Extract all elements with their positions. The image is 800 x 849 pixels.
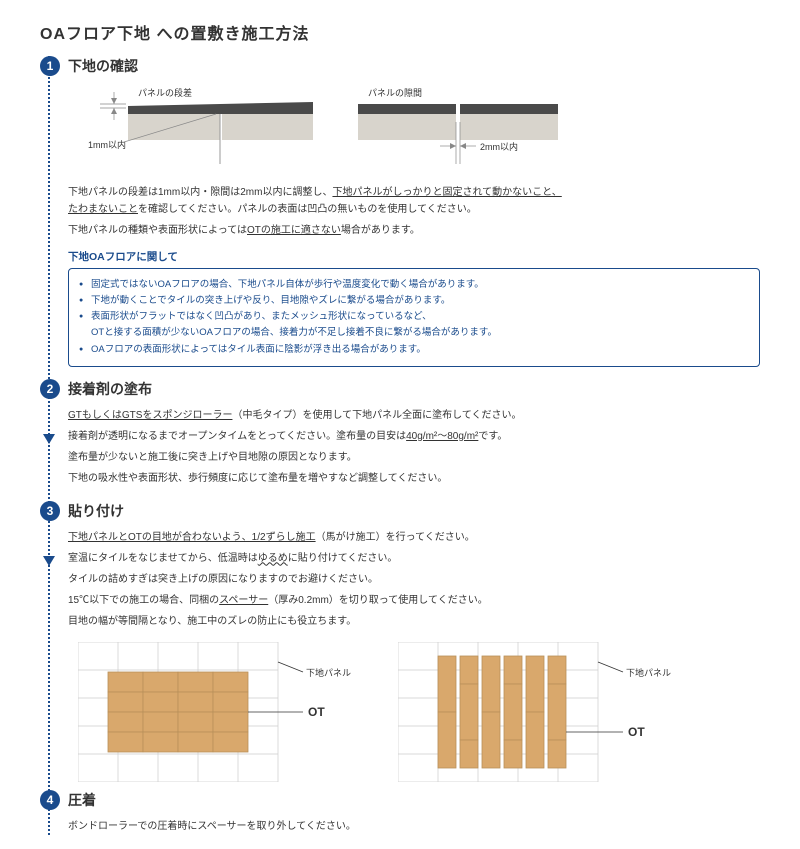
- step-number-badge: 3: [40, 501, 60, 521]
- body-text: 塗布量が少ないと施工後に突き上げや目地隙の原因となります。: [68, 449, 760, 466]
- body-text: 目地の幅が等間隔となり、施工中のズレの防止にも役立ちます。: [68, 613, 760, 630]
- body-text: 接着剤が透明になるまでオープンタイムをとってください。塗布量の目安は40g/m²…: [68, 428, 760, 445]
- page-title: OAフロア下地 への置敷き施工方法: [40, 20, 760, 44]
- panel-gap-diagram: パネルの隙間 2mm以内: [358, 84, 588, 174]
- body-text: 下地パネルとOTの目地が合わないよう、1/2ずらし施工（馬がけ施工）を行ってくだ…: [68, 529, 760, 546]
- step-header: 1 下地の確認: [40, 56, 760, 76]
- step3-diagrams: 下地パネル OT 下地パ: [78, 642, 760, 782]
- step-title: 貼り付け: [68, 501, 124, 521]
- step-header: 3 貼り付け: [40, 501, 760, 521]
- svg-text:2mm以内: 2mm以内: [480, 141, 518, 152]
- infobox-item: 表面形状がフラットではなく凹凸があり、またメッシュ形状になっているなど、 OTと…: [79, 309, 749, 341]
- svg-text:パネルの隙間: パネルの隙間: [368, 87, 422, 98]
- body-text: GTもしくはGTSをスポンジローラー（中毛タイプ）を使用して下地パネル全面に塗布…: [68, 407, 760, 424]
- step-header: 2 接着剤の塗布: [40, 379, 760, 399]
- svg-text:OT: OT: [628, 725, 645, 739]
- body-text: ボンドローラーでの圧着時にスペーサーを取り外してください。: [68, 818, 760, 835]
- infobox: 固定式ではないOAフロアの場合、下地パネル自体が歩行や温度変化で動く場合がありま…: [68, 268, 760, 367]
- timeline-arrow-icon: [43, 434, 55, 444]
- step-number-badge: 1: [40, 56, 60, 76]
- tile-layout-plank-diagram: 下地パネル OT: [398, 642, 688, 782]
- infobox-item: 固定式ではないOAフロアの場合、下地パネル自体が歩行や温度変化で動く場合がありま…: [79, 277, 749, 293]
- infobox-title: 下地OAフロアに関して: [68, 249, 760, 264]
- svg-text:パネルの段差: パネルの段差: [138, 87, 192, 98]
- body-text: 下地パネルの種類や表面形状によってはOTの施工に適さない場合があります。: [68, 222, 760, 239]
- infobox-item: OAフロアの表面形状によってはタイル表面に陰影が浮き出る場合があります。: [79, 342, 749, 358]
- step1-diagrams: パネルの段差 1mm以内 パネルの隙間: [88, 84, 760, 174]
- panel-step-diagram: パネルの段差 1mm以内: [88, 84, 318, 174]
- body-text: タイルの詰めすぎは突き上げの原因になりますのでお避けください。: [68, 571, 760, 588]
- body-text: 15℃以下での施工の場合、同梱のスペーサー（厚み0.2mm）を切り取って使用して…: [68, 592, 760, 609]
- svg-text:下地パネル: 下地パネル: [306, 667, 351, 678]
- timeline-arrow-icon: [43, 556, 55, 566]
- step-title: 接着剤の塗布: [68, 379, 152, 399]
- tile-layout-rect-diagram: 下地パネル OT: [78, 642, 368, 782]
- svg-text:OT: OT: [308, 705, 325, 719]
- svg-text:下地パネル: 下地パネル: [626, 667, 671, 678]
- step-title: 下地の確認: [68, 56, 138, 76]
- timeline-line: [48, 56, 50, 835]
- step-number-badge: 2: [40, 379, 60, 399]
- infobox-item: 下地が動くことでタイルの突き上げや反り、目地隙やズレに繋がる場合があります。: [79, 293, 749, 309]
- body-text: 下地の吸水性や表面形状、歩行頻度に応じて塗布量を増やすなど調整してください。: [68, 470, 760, 487]
- body-text: 室温にタイルをなじませてから、低温時はゆるめに貼り付けてください。: [68, 550, 760, 567]
- body-text: 下地パネルの段差は1mm以内・隙間は2mm以内に調整し、下地パネルがしっかりと固…: [68, 184, 760, 218]
- svg-text:1mm以内: 1mm以内: [88, 139, 126, 150]
